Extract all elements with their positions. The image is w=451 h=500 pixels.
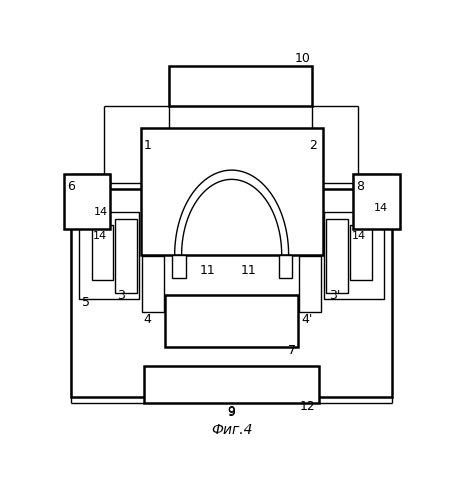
Text: 11: 11 xyxy=(200,264,216,277)
Text: 12: 12 xyxy=(299,400,315,412)
Bar xyxy=(353,174,399,230)
Text: 1: 1 xyxy=(143,138,152,151)
Bar xyxy=(278,255,292,278)
Text: 14: 14 xyxy=(93,231,107,241)
Bar xyxy=(79,212,139,298)
Text: 6: 6 xyxy=(67,180,74,193)
Text: 14: 14 xyxy=(351,231,365,241)
Text: 14: 14 xyxy=(94,207,108,217)
Text: 3: 3 xyxy=(117,290,124,302)
Bar xyxy=(350,225,371,280)
Bar xyxy=(299,256,320,312)
Bar xyxy=(71,190,391,398)
Text: 8: 8 xyxy=(355,180,364,193)
Bar xyxy=(143,366,319,404)
Text: 11: 11 xyxy=(240,264,256,277)
Text: 10: 10 xyxy=(294,52,309,64)
Text: 3': 3' xyxy=(329,290,340,302)
Text: 2: 2 xyxy=(308,138,316,151)
Text: 4: 4 xyxy=(143,314,152,326)
Text: 5: 5 xyxy=(82,296,90,308)
Text: 9: 9 xyxy=(227,405,235,418)
Text: 14: 14 xyxy=(373,203,387,213)
Text: 9: 9 xyxy=(226,406,235,420)
Bar xyxy=(140,128,322,255)
Bar xyxy=(142,256,164,312)
Text: 4': 4' xyxy=(300,314,312,326)
Text: Фиг.4: Фиг.4 xyxy=(211,424,252,438)
Bar xyxy=(115,218,137,292)
Bar xyxy=(165,295,297,347)
Bar xyxy=(169,66,311,106)
Bar xyxy=(91,225,113,280)
Text: 7: 7 xyxy=(288,344,296,357)
Bar xyxy=(326,218,347,292)
Bar xyxy=(323,212,383,298)
Bar xyxy=(64,174,110,230)
Bar xyxy=(172,255,186,278)
